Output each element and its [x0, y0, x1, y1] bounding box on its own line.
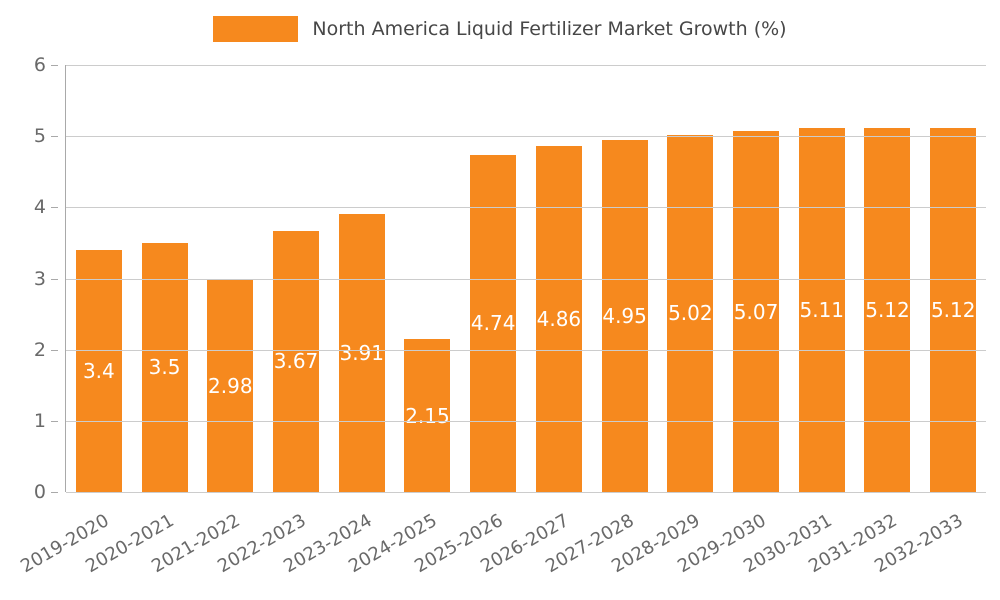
x-axis-labels: 2019-2020 2020-2021 2021-2022 2022-2023 2023… — [17, 500, 985, 596]
y-axis-labels: 0 1 2 3 4 5 6 — [0, 54, 58, 503]
chart-legend: North America Liquid Fertilizer Market G… — [0, 16, 1000, 42]
y-tick-label: 2 — [33, 338, 46, 361]
bar-slot: 4.95 — [592, 65, 658, 492]
gridline — [66, 278, 986, 280]
bar-slot: 2.15 — [395, 65, 461, 492]
bar-value-label: 3.4 — [82, 359, 115, 384]
gridline — [66, 420, 986, 422]
y-tick-mark — [51, 349, 58, 351]
bar: 3.4 — [75, 250, 122, 492]
bar: 3.5 — [141, 242, 188, 492]
bar-value-label: 4.74 — [470, 311, 516, 336]
bar: 5.02 — [667, 134, 714, 492]
bar-value-label: 2.15 — [405, 403, 450, 428]
bar-slot: 5.12 — [855, 65, 921, 492]
plot-area: 3.4 3.5 2.98 3.67 3.91 2.15 4.74 4.86 4.95 5.02 5.… — [65, 65, 986, 493]
bars: 3.4 3.5 2.98 3.67 3.91 2.15 4.74 4.86 4.95 5.02 5.… — [66, 65, 986, 492]
bar: 3.91 — [338, 213, 385, 492]
y-tick-mark — [51, 136, 58, 138]
y-tick-mark — [51, 207, 58, 209]
bar-slot: 5.02 — [657, 65, 723, 492]
bar: 5.07 — [733, 131, 780, 492]
bar-value-label: 3.5 — [148, 355, 181, 380]
bar: 4.95 — [601, 139, 648, 492]
bar-value-label: 5.07 — [733, 299, 779, 324]
legend-swatch — [213, 16, 299, 42]
bar: 5.12 — [930, 127, 977, 492]
y-tick-label: 1 — [33, 409, 46, 432]
chart-title: North America Liquid Fertilizer Market G… — [312, 18, 787, 40]
bar-value-label: 3.91 — [339, 340, 384, 365]
bar-value-label: 3.67 — [273, 349, 319, 374]
y-tick-mark — [51, 420, 58, 422]
bar-slot: 3.4 — [66, 65, 132, 492]
gridline — [66, 207, 986, 209]
bar-slot: 3.91 — [329, 65, 395, 492]
bar-value-label: 2.98 — [208, 373, 253, 398]
bar-slot: 5.07 — [723, 65, 789, 492]
bar-slot: 5.12 — [920, 65, 986, 492]
y-tick-label: 6 — [33, 54, 46, 76]
bar-slot: 2.98 — [197, 65, 263, 492]
bar: 3.67 — [273, 230, 320, 492]
bar-value-label: 4.86 — [536, 307, 582, 332]
bar-slot: 3.67 — [263, 65, 329, 492]
bar-slot: 3.5 — [132, 65, 198, 492]
bar-value-label: 4.95 — [602, 303, 647, 328]
bar-value-label: 5.12 — [865, 297, 910, 322]
y-tick-label: 3 — [33, 267, 46, 290]
bar: 4.86 — [535, 146, 582, 492]
gridline — [66, 492, 986, 493]
bar: 2.15 — [404, 339, 451, 492]
bar-value-label: 5.12 — [930, 297, 976, 322]
y-tick-mark — [51, 492, 58, 493]
bar-slot: 4.74 — [460, 65, 526, 492]
gridline — [66, 136, 986, 138]
y-tick-label: 4 — [33, 196, 46, 219]
bar: 4.74 — [470, 154, 517, 492]
gridline — [66, 65, 986, 66]
bar-value-label: 5.02 — [668, 301, 713, 326]
bar-value-label: 5.11 — [799, 298, 845, 323]
gridline — [66, 349, 986, 351]
y-tick-label: 5 — [33, 125, 46, 148]
bar: 2.98 — [207, 279, 254, 492]
bar-slot: 4.86 — [526, 65, 592, 492]
bar-slot: 5.11 — [789, 65, 855, 492]
y-tick-mark — [51, 65, 58, 66]
y-tick-mark — [51, 278, 58, 280]
bar: 5.11 — [798, 128, 845, 492]
y-tick-label: 0 — [33, 481, 46, 503]
bar: 5.12 — [864, 127, 911, 492]
